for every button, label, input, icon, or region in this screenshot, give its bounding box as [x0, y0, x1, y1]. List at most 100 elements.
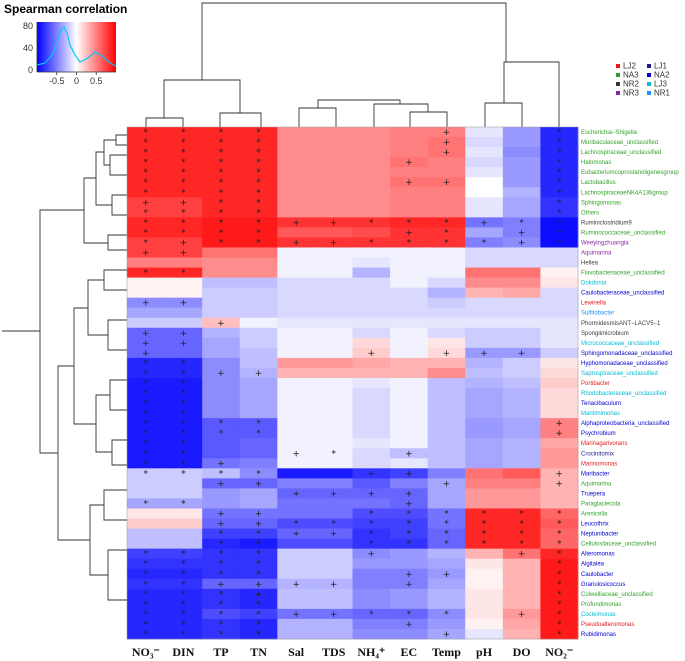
heatmap-cell: [127, 468, 165, 479]
heatmap-cell: [127, 608, 165, 620]
significance-mark: +: [368, 349, 376, 359]
row-label: Cellulosilaceae_unclassified: [581, 542, 656, 548]
significance-mark: +: [330, 530, 338, 540]
heatmap-cell: [202, 408, 241, 419]
significance-mark: *: [144, 620, 149, 630]
heatmap-cell: [502, 558, 541, 570]
heatmap-cell: [127, 347, 165, 359]
heatmap-cell: [202, 277, 241, 289]
heatmap-cell: [427, 227, 466, 238]
heatmap-cell: [502, 197, 541, 208]
heatmap-cell: [502, 187, 541, 198]
heatmap-cell: [314, 147, 353, 158]
heatmap-cell: [352, 277, 391, 289]
significance-mark: *: [407, 540, 412, 550]
heatmap-cell: [502, 167, 541, 178]
color-key-tick-label: 0: [74, 76, 79, 86]
significance-mark: *: [181, 630, 186, 640]
heatmap-cell: [127, 177, 165, 188]
heatmap-cell: [465, 418, 504, 429]
heatmap-cell: [314, 247, 353, 258]
heatmap-cell: [352, 257, 391, 268]
heatmap-cell: [202, 317, 241, 329]
legend-swatch: [647, 91, 651, 95]
heatmap-cell: [314, 237, 353, 248]
significance-mark: *: [444, 218, 449, 228]
heatmap-cell: [277, 628, 316, 640]
heatmap-cell: [352, 608, 391, 620]
heatmap-cell: [277, 468, 316, 479]
heatmap-cell: [314, 508, 353, 519]
significance-mark: +: [443, 138, 451, 148]
heatmap-cell: [352, 147, 391, 158]
heatmap-cell: [352, 207, 391, 218]
significance-mark: *: [444, 510, 449, 520]
heatmap-cell: [239, 377, 278, 389]
heatmap-cell: [314, 177, 353, 188]
significance-mark: *: [557, 580, 562, 590]
heatmap-cell: [314, 287, 353, 299]
heatmap-cell: [465, 578, 504, 590]
heatmap-cell: [540, 578, 579, 590]
heatmap-cell: [164, 367, 203, 379]
heatmap-cell: [127, 337, 165, 349]
heatmap-cell: [502, 217, 541, 228]
row-label: Ruminiclostridium9: [581, 220, 632, 226]
heatmap-cell: [540, 388, 579, 399]
heatmap-cell: [277, 428, 316, 439]
heatmap-cell: [465, 618, 504, 630]
heatmap-cell: [540, 237, 579, 248]
heatmap-cell: [127, 538, 165, 550]
significance-mark: *: [219, 530, 224, 540]
heatmap-cell: [540, 127, 579, 138]
heatmap-cell: [465, 347, 504, 359]
heatmap-cell: [239, 177, 278, 188]
heatmap-cell: [164, 237, 203, 248]
heatmap-cell: [164, 347, 203, 359]
heatmap-cell: [352, 448, 391, 459]
heatmap-cell: [390, 367, 429, 379]
heatmap-cell: [427, 618, 466, 630]
significance-mark: +: [443, 349, 451, 359]
heatmap-cell: [127, 187, 165, 198]
heatmap-cell: [277, 167, 316, 178]
significance-mark: *: [444, 228, 449, 238]
heatmap-cell: [277, 357, 316, 369]
heatmap-cell: [239, 608, 278, 620]
heatmap-cell: [164, 398, 203, 409]
significance-mark: *: [256, 570, 261, 580]
heatmap-cell: [390, 147, 429, 158]
significance-mark: +: [368, 489, 376, 499]
significance-mark: +: [330, 610, 338, 620]
heatmap-cell: [239, 237, 278, 248]
heatmap-cell: [502, 418, 541, 429]
heatmap-cell: [390, 478, 429, 489]
heatmap-cell: [239, 588, 278, 600]
heatmap-cell: [277, 508, 316, 519]
heatmap-cell: [502, 247, 541, 258]
heatmap-cell: [502, 207, 541, 218]
color-key-gradient: [37, 22, 116, 72]
row-label: Tenacibaculum: [581, 401, 621, 407]
heatmap-cell: [127, 448, 165, 459]
legend-swatch: [647, 82, 651, 86]
heatmap-cell: [127, 137, 165, 148]
heatmap-cell: [164, 217, 203, 228]
heatmap-cell: [164, 137, 203, 148]
heatmap-cell: [390, 438, 429, 449]
significance-mark: +: [292, 238, 300, 248]
significance-marks: * * * * + ** * * * + ** * * * + ** * * * + ** * * * ** * * * + + ** * * *…: [142, 128, 563, 640]
significance-mark: *: [181, 168, 186, 178]
heatmap-cell: [127, 428, 165, 439]
significance-mark: *: [181, 459, 186, 469]
legend-label: NA3: [623, 71, 639, 80]
significance-mark: *: [256, 550, 261, 560]
heatmap-cell: [277, 207, 316, 218]
heatmap-cell: [239, 197, 278, 208]
heatmap-cell: [502, 357, 541, 369]
heatmap-cell: [277, 528, 316, 540]
heatmap-cell: [352, 137, 391, 148]
heatmap-cell: [127, 508, 165, 519]
heatmap-cell: [427, 367, 466, 379]
row-label: Paraglaciecola: [581, 501, 621, 507]
